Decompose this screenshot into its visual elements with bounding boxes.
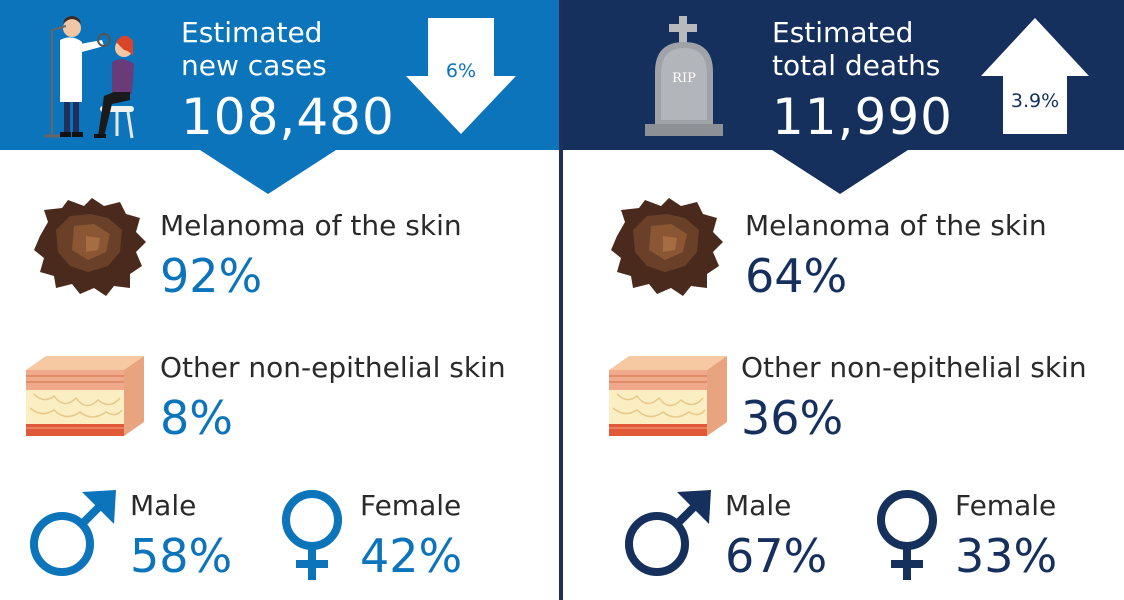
arrow-down-icon xyxy=(406,18,516,134)
melanoma-lesion-icon xyxy=(34,198,146,296)
new-cases-header: Estimated new cases 108,480 6% xyxy=(0,0,559,150)
new-cases-male-label: Male xyxy=(130,489,197,522)
arrow-up-icon xyxy=(981,18,1089,134)
new-cases-value: 108,480 xyxy=(181,88,395,146)
new-cases-change: 6% xyxy=(445,60,477,82)
deaths-other-label: Other non-epithelial skin xyxy=(741,351,1087,384)
deaths-male-label: Male xyxy=(725,489,792,522)
new-cases-female-value: 42% xyxy=(360,529,463,583)
tombstone-text: RIP xyxy=(672,71,696,86)
new-cases-other-value: 8% xyxy=(160,391,233,445)
deaths-female-value: 33% xyxy=(955,529,1058,583)
tombstone-icon: RIP xyxy=(645,16,723,136)
deaths-header: RIP Estimated total deaths 11,990 3.9% xyxy=(563,0,1124,150)
male-symbol-icon xyxy=(30,490,116,576)
deaths-value: 11,990 xyxy=(772,88,953,146)
doctor-patient-icon xyxy=(44,16,134,139)
melanoma-lesion-icon xyxy=(611,198,723,296)
new-cases-other-label: Other non-epithelial skin xyxy=(160,351,506,384)
deaths-change: 3.9% xyxy=(1010,90,1060,112)
deaths-melanoma-value: 64% xyxy=(745,249,848,303)
female-symbol-icon xyxy=(877,490,937,580)
deaths-header-pointer xyxy=(772,150,908,194)
new-cases-change-arrow: 6% xyxy=(404,18,518,136)
new-cases-male-value: 58% xyxy=(130,529,233,583)
deaths-other-value: 36% xyxy=(741,391,844,445)
deaths-label: Estimated total deaths xyxy=(772,16,941,82)
new-cases-panel: Estimated new cases 108,480 6% Melanoma … xyxy=(0,0,559,600)
skin-layers-icon xyxy=(609,356,727,436)
new-cases-header-pointer xyxy=(200,150,336,194)
new-cases-melanoma-value: 92% xyxy=(160,249,263,303)
new-cases-label: Estimated new cases xyxy=(181,16,327,82)
female-symbol-icon xyxy=(282,490,342,580)
skin-layers-icon xyxy=(26,356,144,436)
deaths-female-label: Female xyxy=(955,489,1057,522)
deaths-panel: RIP Estimated total deaths 11,990 3.9% xyxy=(563,0,1124,600)
deaths-change-arrow: 3.9% xyxy=(979,16,1091,136)
new-cases-melanoma-label: Melanoma of the skin xyxy=(160,209,462,242)
deaths-melanoma-label: Melanoma of the skin xyxy=(745,209,1047,242)
deaths-male-value: 67% xyxy=(725,529,828,583)
new-cases-female-label: Female xyxy=(360,489,462,522)
panel-divider xyxy=(559,0,563,600)
male-symbol-icon xyxy=(625,490,711,576)
